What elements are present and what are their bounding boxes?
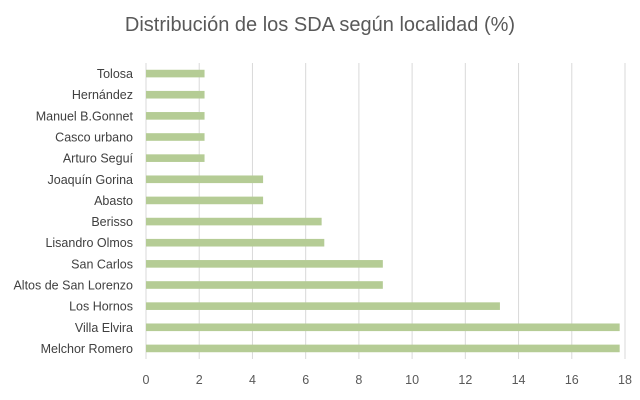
category-label: Altos de San Lorenzo (13, 279, 133, 293)
x-tick-label: 18 (618, 373, 632, 387)
bar (146, 344, 620, 353)
bar (146, 217, 322, 226)
x-tick-label: 0 (143, 373, 150, 387)
x-tick-label: 14 (512, 373, 526, 387)
bar (146, 260, 383, 268)
category-label: Manuel B.Gonnet (36, 109, 134, 123)
category-label: Berisso (91, 215, 133, 229)
chart-title: Distribución de los SDA según localidad … (124, 14, 516, 36)
x-tick-label: 2 (196, 373, 203, 387)
category-label: Villa Elvira (75, 321, 133, 335)
category-label: San Carlos (71, 257, 133, 271)
bar (146, 112, 205, 120)
bar (146, 69, 205, 78)
x-tick-label: 4 (249, 373, 256, 387)
category-label: Lisandro Olmos (45, 236, 133, 250)
category-label: Melchor Romero (41, 342, 133, 356)
bar (146, 175, 264, 184)
bar (146, 154, 205, 162)
bar (146, 281, 383, 289)
bar (146, 238, 325, 247)
x-tick-label: 6 (302, 373, 309, 387)
bar (146, 90, 205, 99)
x-tick-label: 12 (458, 373, 472, 387)
category-label: Los Hornos (69, 300, 133, 314)
x-tick-label: 10 (405, 373, 419, 387)
bar (146, 196, 264, 205)
category-label: Abasto (94, 194, 133, 208)
x-tick-label: 8 (355, 373, 362, 387)
category-label: Arturo Seguí (63, 152, 134, 166)
x-tick-label: 16 (565, 373, 579, 387)
bar (146, 323, 620, 332)
bar (146, 302, 500, 310)
category-label: Hernández (72, 88, 133, 102)
bar (146, 133, 205, 141)
category-label: Tolosa (97, 67, 133, 81)
category-label: Casco urbano (55, 131, 133, 145)
category-label: Joaquín Gorina (48, 173, 134, 187)
